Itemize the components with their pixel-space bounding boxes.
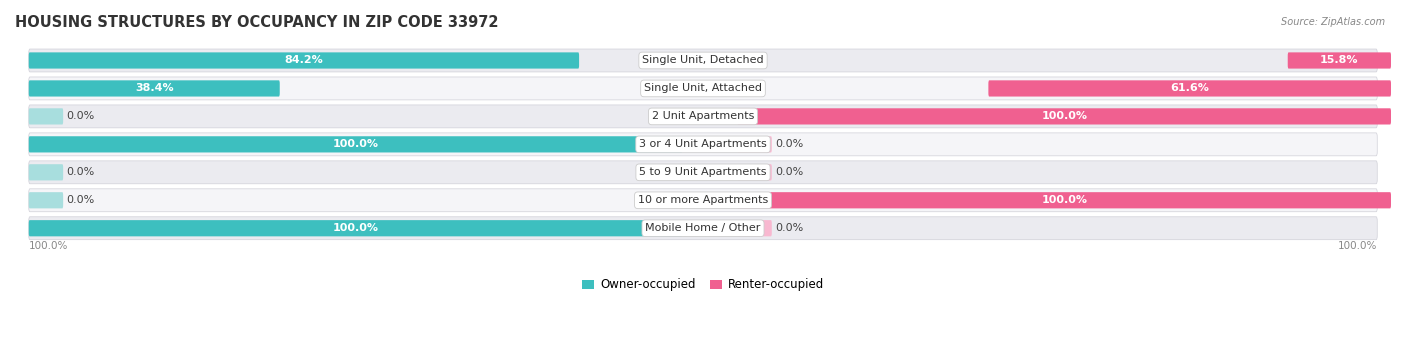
FancyBboxPatch shape — [1288, 53, 1391, 69]
Text: 0.0%: 0.0% — [775, 139, 803, 149]
FancyBboxPatch shape — [28, 133, 1378, 156]
FancyBboxPatch shape — [988, 80, 1391, 97]
FancyBboxPatch shape — [737, 192, 1391, 208]
FancyBboxPatch shape — [737, 108, 1391, 124]
Text: 100.0%: 100.0% — [1339, 240, 1378, 251]
Text: HOUSING STRUCTURES BY OCCUPANCY IN ZIP CODE 33972: HOUSING STRUCTURES BY OCCUPANCY IN ZIP C… — [15, 15, 499, 30]
Text: Single Unit, Attached: Single Unit, Attached — [644, 84, 762, 93]
Text: 3 or 4 Unit Apartments: 3 or 4 Unit Apartments — [640, 139, 766, 149]
FancyBboxPatch shape — [28, 108, 63, 124]
Text: 100.0%: 100.0% — [333, 223, 378, 233]
Text: 15.8%: 15.8% — [1320, 56, 1358, 65]
FancyBboxPatch shape — [28, 105, 1378, 128]
Text: 84.2%: 84.2% — [284, 56, 323, 65]
Text: 100.0%: 100.0% — [1042, 112, 1087, 121]
FancyBboxPatch shape — [28, 164, 63, 180]
FancyBboxPatch shape — [28, 192, 63, 208]
FancyBboxPatch shape — [28, 189, 1378, 212]
FancyBboxPatch shape — [28, 53, 579, 69]
Text: 38.4%: 38.4% — [135, 84, 173, 93]
Text: Single Unit, Detached: Single Unit, Detached — [643, 56, 763, 65]
Text: 100.0%: 100.0% — [1042, 195, 1087, 205]
Text: 10 or more Apartments: 10 or more Apartments — [638, 195, 768, 205]
Text: 0.0%: 0.0% — [66, 195, 94, 205]
Text: 5 to 9 Unit Apartments: 5 to 9 Unit Apartments — [640, 167, 766, 177]
Legend: Owner-occupied, Renter-occupied: Owner-occupied, Renter-occupied — [578, 273, 828, 296]
FancyBboxPatch shape — [737, 136, 772, 152]
FancyBboxPatch shape — [737, 220, 772, 236]
FancyBboxPatch shape — [28, 217, 1378, 240]
Text: 100.0%: 100.0% — [28, 240, 67, 251]
FancyBboxPatch shape — [28, 49, 1378, 72]
Text: 61.6%: 61.6% — [1170, 84, 1209, 93]
FancyBboxPatch shape — [28, 136, 682, 152]
Text: Mobile Home / Other: Mobile Home / Other — [645, 223, 761, 233]
FancyBboxPatch shape — [737, 164, 772, 180]
Text: 0.0%: 0.0% — [775, 167, 803, 177]
FancyBboxPatch shape — [28, 80, 280, 97]
Text: 0.0%: 0.0% — [66, 112, 94, 121]
Text: 0.0%: 0.0% — [66, 167, 94, 177]
Text: Source: ZipAtlas.com: Source: ZipAtlas.com — [1281, 17, 1385, 27]
Text: 2 Unit Apartments: 2 Unit Apartments — [652, 112, 754, 121]
Text: 100.0%: 100.0% — [333, 139, 378, 149]
FancyBboxPatch shape — [28, 220, 682, 236]
FancyBboxPatch shape — [28, 161, 1378, 184]
FancyBboxPatch shape — [28, 77, 1378, 100]
Text: 0.0%: 0.0% — [775, 223, 803, 233]
